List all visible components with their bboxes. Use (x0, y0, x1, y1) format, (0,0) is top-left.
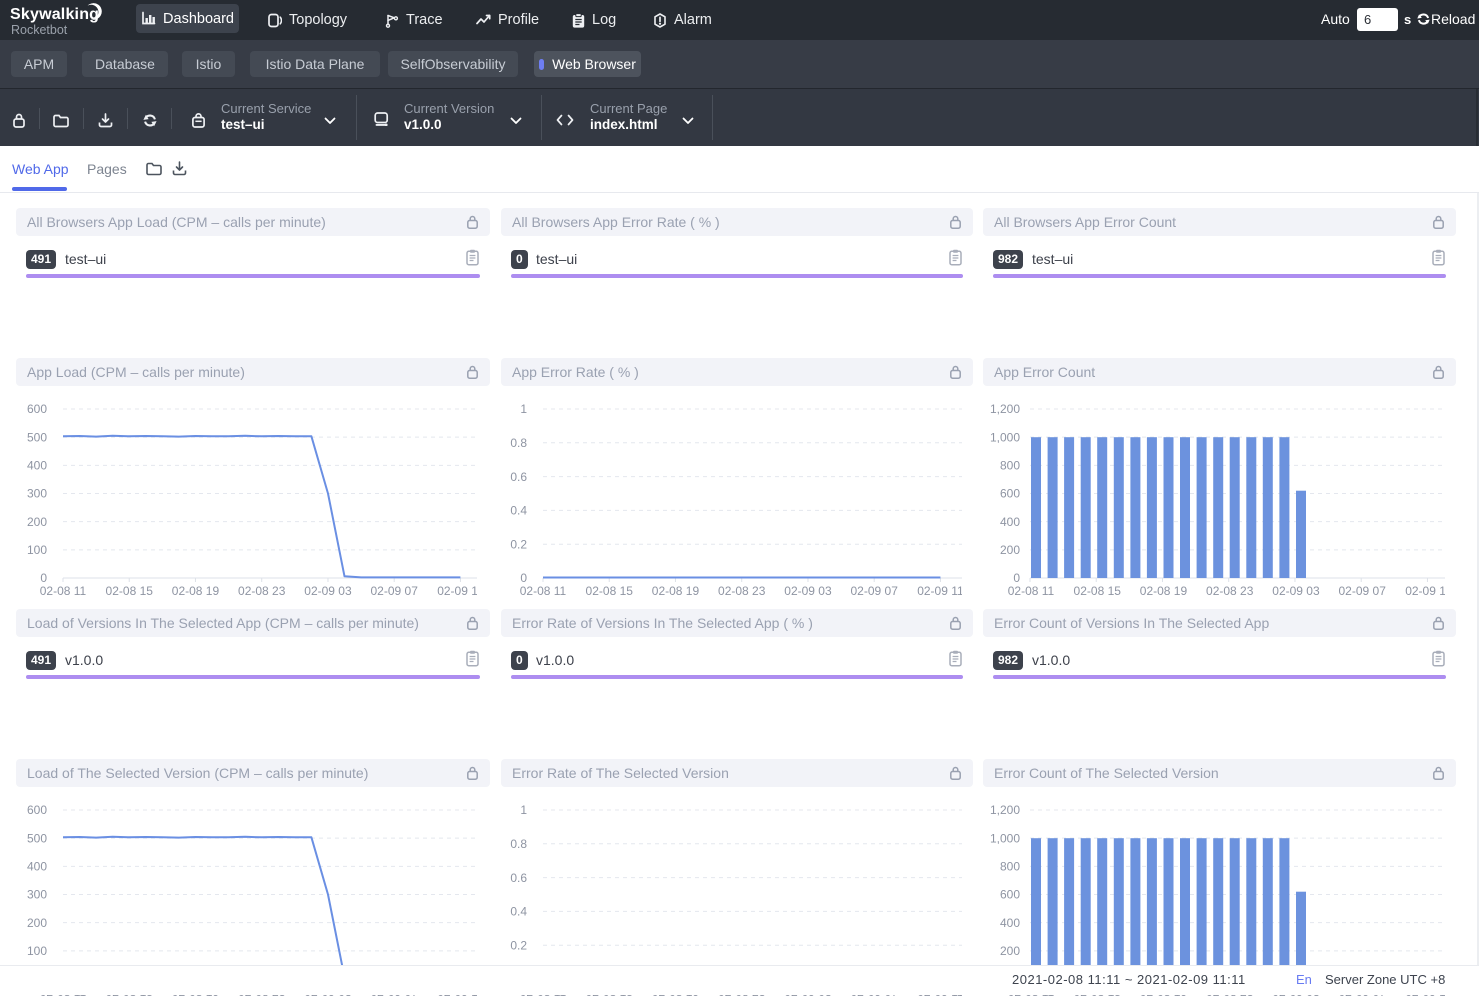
svg-text:200: 200 (1000, 944, 1020, 958)
svg-text:02-08 19: 02-08 19 (172, 584, 220, 598)
svg-text:600: 600 (1000, 487, 1020, 501)
svg-text:400: 400 (27, 860, 47, 874)
svg-text:1,000: 1,000 (990, 430, 1020, 444)
svg-text:02-08 15: 02-08 15 (586, 584, 634, 598)
svg-text:02-08 19: 02-08 19 (652, 584, 700, 598)
svg-text:02-08 23: 02-08 23 (718, 584, 766, 598)
svg-text:0: 0 (1013, 571, 1020, 585)
svg-text:500: 500 (27, 430, 47, 444)
svg-text:0.8: 0.8 (510, 837, 527, 851)
svg-text:02-09 11: 02-09 11 (1405, 584, 1445, 598)
svg-text:500: 500 (27, 831, 47, 845)
svg-text:1,000: 1,000 (990, 831, 1020, 845)
svg-text:300: 300 (27, 888, 47, 902)
svg-text:0.8: 0.8 (510, 436, 527, 450)
svg-text:0: 0 (40, 571, 47, 585)
svg-text:1: 1 (520, 803, 527, 817)
svg-text:02-08 15: 02-08 15 (1074, 584, 1122, 598)
svg-text:100: 100 (27, 944, 47, 958)
svg-text:02-09 11: 02-09 11 (437, 584, 477, 598)
svg-text:0.4: 0.4 (510, 504, 527, 518)
svg-text:200: 200 (1000, 543, 1020, 557)
svg-text:02-08 23: 02-08 23 (1206, 584, 1254, 598)
svg-text:600: 600 (27, 402, 47, 416)
svg-text:400: 400 (1000, 515, 1020, 529)
svg-text:02-09 07: 02-09 07 (371, 584, 419, 598)
svg-text:300: 300 (27, 487, 47, 501)
svg-text:0.2: 0.2 (510, 537, 527, 551)
svg-text:02-09 07: 02-09 07 (1339, 584, 1387, 598)
svg-text:1,200: 1,200 (990, 402, 1020, 416)
svg-text:0.2: 0.2 (510, 938, 527, 952)
svg-text:02-08 11: 02-08 11 (1008, 584, 1055, 598)
svg-text:0: 0 (520, 571, 527, 585)
svg-text:400: 400 (27, 459, 47, 473)
svg-text:02-09 07: 02-09 07 (851, 584, 899, 598)
svg-text:600: 600 (27, 803, 47, 817)
svg-text:100: 100 (27, 543, 47, 557)
svg-text:02-08 15: 02-08 15 (106, 584, 154, 598)
svg-text:200: 200 (27, 916, 47, 930)
svg-text:600: 600 (1000, 888, 1020, 902)
svg-text:02-08 19: 02-08 19 (1140, 584, 1188, 598)
svg-text:02-09 11: 02-09 11 (917, 584, 962, 598)
svg-text:02-09 03: 02-09 03 (784, 584, 832, 598)
svg-text:02-09 03: 02-09 03 (304, 584, 352, 598)
svg-text:400: 400 (1000, 916, 1020, 930)
svg-text:0.4: 0.4 (510, 905, 527, 919)
svg-text:800: 800 (1000, 459, 1020, 473)
svg-text:0.6: 0.6 (510, 871, 527, 885)
svg-text:0.6: 0.6 (510, 470, 527, 484)
svg-text:02-08 11: 02-08 11 (40, 584, 87, 598)
svg-text:02-08 11: 02-08 11 (520, 584, 567, 598)
svg-text:1: 1 (520, 402, 527, 416)
svg-text:200: 200 (27, 515, 47, 529)
svg-text:1,200: 1,200 (990, 803, 1020, 817)
svg-text:800: 800 (1000, 860, 1020, 874)
svg-text:02-09 03: 02-09 03 (1272, 584, 1320, 598)
svg-text:02-08 23: 02-08 23 (238, 584, 286, 598)
